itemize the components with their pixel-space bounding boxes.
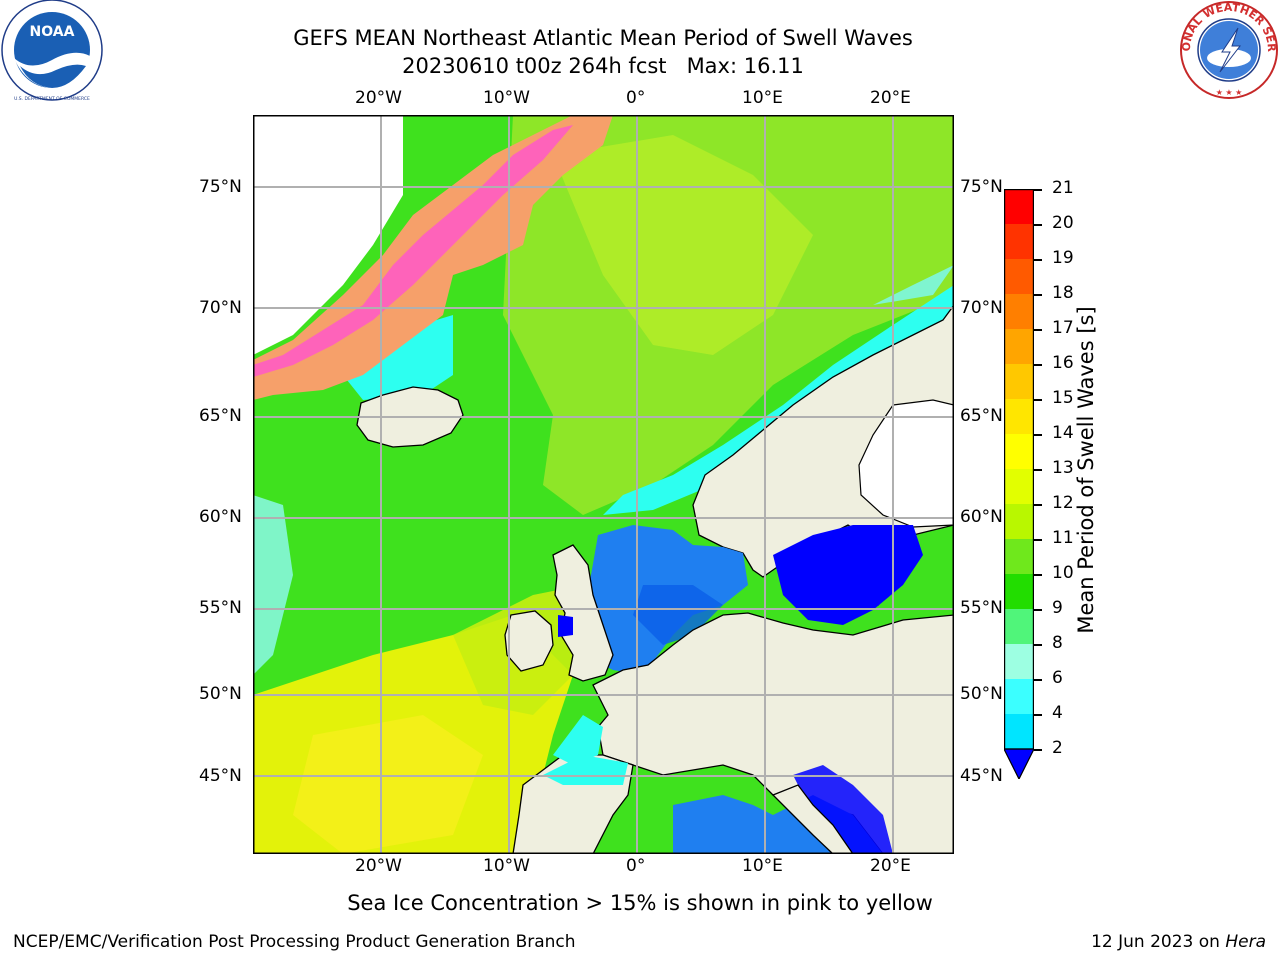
y-tick-right: 55°N (960, 598, 1003, 618)
y-tick-right: 60°N (960, 507, 1003, 527)
credit-text: NCEP/EMC/Verification Post Processing Pr… (13, 932, 576, 952)
colorbar-segment (1004, 469, 1034, 505)
sea-ice-note: Sea Ice Concentration > 15% is shown in … (347, 891, 933, 915)
y-tick-right: 50°N (960, 684, 1003, 704)
x-tick-top: 20°W (355, 88, 402, 108)
x-tick-bottom: 20°W (355, 856, 402, 876)
y-tick-left: 75°N (199, 177, 242, 197)
y-tick-left: 45°N (199, 766, 242, 786)
svg-text:U.S. DEPARTMENT OF COMMERCE: U.S. DEPARTMENT OF COMMERCE (14, 96, 90, 102)
colorbar-tick-mark (1034, 644, 1042, 646)
colorbar-tick-mark (1034, 539, 1042, 541)
colorbar-segment (1004, 434, 1034, 470)
colorbar-segment (1004, 399, 1034, 435)
colorbar-tick-mark (1034, 469, 1042, 471)
colorbar-tick: 2 (1052, 738, 1063, 758)
colorbar-segment (1004, 679, 1034, 715)
colorbar-tick-mark (1034, 609, 1042, 611)
x-tick-bottom: 10°W (483, 856, 530, 876)
colorbar-tick-mark (1034, 294, 1042, 296)
colorbar-segment (1004, 189, 1034, 225)
x-tick-bottom: 20°E (870, 856, 911, 876)
colorbar-extend-arrow (1004, 748, 1034, 779)
y-tick-right: 70°N (960, 298, 1003, 318)
colorbar-segment (1004, 504, 1034, 540)
colorbar (1004, 189, 1034, 779)
colorbar-tick-mark (1034, 434, 1042, 436)
y-tick-right: 75°N (960, 177, 1003, 197)
y-tick-right: 65°N (960, 406, 1003, 426)
colorbar-tick: 10 (1052, 563, 1074, 583)
y-tick-left: 65°N (199, 406, 242, 426)
colorbar-tick-mark (1034, 714, 1042, 716)
colorbar-segment (1004, 644, 1034, 680)
colorbar-tick: 4 (1052, 703, 1063, 723)
colorbar-tick: 15 (1052, 388, 1074, 408)
colorbar-tick-mark (1034, 574, 1042, 576)
colorbar-tick: 13 (1052, 458, 1074, 478)
colorbar-segment (1004, 574, 1034, 610)
colorbar-tick-mark (1034, 504, 1042, 506)
chart-title: GEFS MEAN Northeast Atlantic Mean Period… (293, 26, 913, 50)
x-tick-top: 0° (626, 88, 646, 108)
colorbar-tick: 9 (1052, 598, 1063, 618)
colorbar-segment (1004, 539, 1034, 575)
date-text: 12 Jun 2023 on (1091, 932, 1226, 952)
svg-text:★ ★ ★: ★ ★ ★ (1216, 88, 1243, 97)
colorbar-tick: 8 (1052, 633, 1063, 653)
colorbar-tick: 21 (1052, 178, 1074, 198)
colorbar-tick: 19 (1052, 248, 1074, 268)
colorbar-segment (1004, 609, 1034, 645)
y-tick-right: 45°N (960, 766, 1003, 786)
x-tick-top: 10°W (483, 88, 530, 108)
y-tick-left: 55°N (199, 598, 242, 618)
colorbar-label: Mean Period of Swell Waves [s] (1074, 306, 1098, 634)
colorbar-tick: 11 (1052, 528, 1074, 548)
colorbar-tick-mark (1034, 329, 1042, 331)
y-tick-left: 50°N (199, 684, 242, 704)
y-tick-left: 60°N (199, 507, 242, 527)
colorbar-segment (1004, 294, 1034, 330)
x-tick-bottom: 10°E (742, 856, 783, 876)
colorbar-segment (1004, 364, 1034, 400)
colorbar-tick-mark (1034, 679, 1042, 681)
map-grid (253, 115, 954, 854)
colorbar-tick-mark (1034, 749, 1042, 751)
colorbar-segment (1004, 259, 1034, 295)
colorbar-tick: 17 (1052, 318, 1074, 338)
nws-logo: NATIONAL WEATHER SERVICE ★ ★ ★ (1178, 0, 1278, 99)
noaa-logo-text: NOAA (30, 24, 75, 40)
noaa-logo: NOAA U.S. DEPARTMENT OF COMMERCE (1, 0, 103, 102)
colorbar-tick-mark (1034, 189, 1042, 191)
colorbar-segment (1004, 329, 1034, 365)
chart-subtitle: 20230610 t00z 264h fcst Max: 16.11 (402, 54, 804, 78)
colorbar-tick-mark (1034, 399, 1042, 401)
machine-name: Hera (1225, 932, 1266, 952)
colorbar-tick-mark (1034, 364, 1042, 366)
colorbar-segment (1004, 714, 1034, 750)
colorbar-tick: 6 (1052, 668, 1063, 688)
colorbar-tick: 18 (1052, 283, 1074, 303)
colorbar-tick: 20 (1052, 213, 1074, 233)
colorbar-tick: 14 (1052, 423, 1074, 443)
colorbar-tick-mark (1034, 259, 1042, 261)
colorbar-segment (1004, 224, 1034, 260)
colorbar-tick: 16 (1052, 353, 1074, 373)
date-stamp: 12 Jun 2023 on Hera (1091, 932, 1266, 952)
colorbar-tick: 12 (1052, 493, 1074, 513)
swell-period-map (253, 115, 954, 854)
colorbar-tick-mark (1034, 224, 1042, 226)
y-tick-left: 70°N (199, 298, 242, 318)
x-tick-top: 10°E (742, 88, 783, 108)
x-tick-top: 20°E (870, 88, 911, 108)
x-tick-bottom: 0° (626, 856, 646, 876)
